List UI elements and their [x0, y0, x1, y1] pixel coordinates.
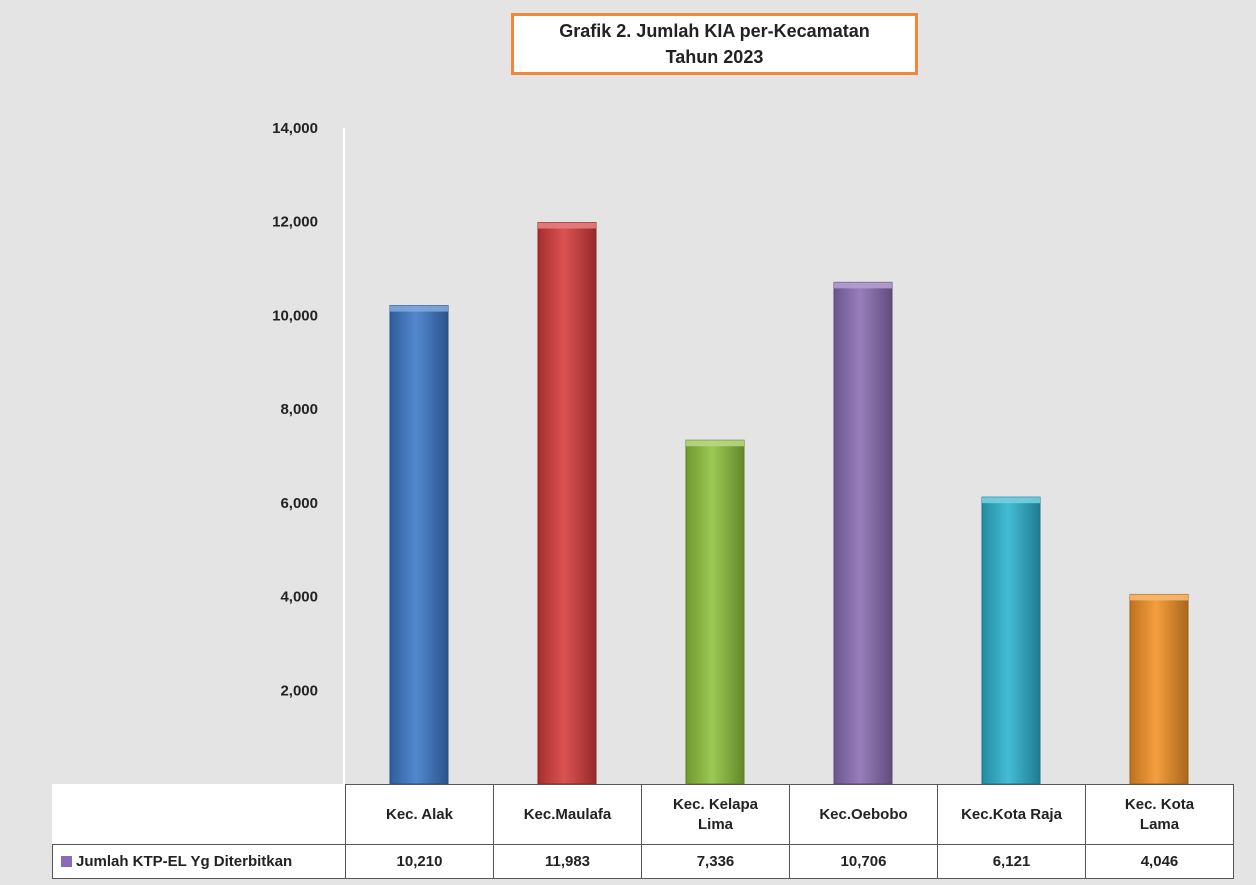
- legend-swatch-icon: [61, 856, 72, 867]
- value-row: Jumlah KTP-EL Yg Diterbitkan 10,210 11,9…: [52, 844, 1234, 879]
- bar-cap: [834, 282, 892, 289]
- bar-cap: [982, 497, 1040, 504]
- y-tick-label: 12,000: [272, 214, 318, 231]
- data-value: 4,046: [1085, 844, 1234, 879]
- bar: [537, 222, 597, 785]
- bar-cap: [686, 440, 744, 447]
- legend-entry: Jumlah KTP-EL Yg Diterbitkan: [52, 844, 346, 879]
- bar: [389, 305, 449, 785]
- category-row: Kec. Alak Kec.Maulafa Kec. Kelapa Lima K…: [52, 784, 1234, 845]
- data-value: 7,336: [641, 844, 790, 879]
- y-tick-label: 6,000: [280, 495, 318, 512]
- category-label: Kec. Kelapa Lima: [641, 784, 790, 845]
- chart-title-box: Grafik 2. Jumlah KIA per-Kecamatan Tahun…: [511, 13, 918, 75]
- category-label: Kec. Kota Lama: [1085, 784, 1234, 845]
- data-table: Kec. Alak Kec.Maulafa Kec. Kelapa Lima K…: [52, 784, 1234, 879]
- legend-label: Jumlah KTP-EL Yg Diterbitkan: [76, 853, 293, 870]
- data-value: 6,121: [937, 844, 1086, 879]
- chart-title: Grafik 2. Jumlah KIA per-Kecamatan: [559, 21, 870, 41]
- bar-cap: [1130, 594, 1188, 601]
- y-tick-label: 8,000: [280, 401, 318, 418]
- bar: [833, 281, 893, 785]
- table-corner: [52, 784, 346, 845]
- y-tick-label: 10,000: [272, 307, 318, 324]
- bar: [685, 439, 745, 785]
- data-value: 10,210: [345, 844, 494, 879]
- category-label: Kec. Alak: [345, 784, 494, 845]
- y-tick-label: 4,000: [280, 589, 318, 606]
- data-value: 11,983: [493, 844, 642, 879]
- bar: [981, 496, 1041, 785]
- category-label: Kec.Maulafa: [493, 784, 642, 845]
- category-label: Kec.Oebobo: [789, 784, 938, 845]
- y-tick-label: 2,000: [280, 682, 318, 699]
- y-tick-label: 14,000: [272, 120, 318, 137]
- bars: [389, 222, 1189, 785]
- category-label: Kec.Kota Raja: [937, 784, 1086, 845]
- chart-subtitle: Tahun 2023: [665, 47, 764, 67]
- data-value: 10,706: [789, 844, 938, 879]
- bar-cap: [538, 222, 596, 229]
- bar: [1129, 593, 1189, 785]
- bar-cap: [390, 305, 448, 312]
